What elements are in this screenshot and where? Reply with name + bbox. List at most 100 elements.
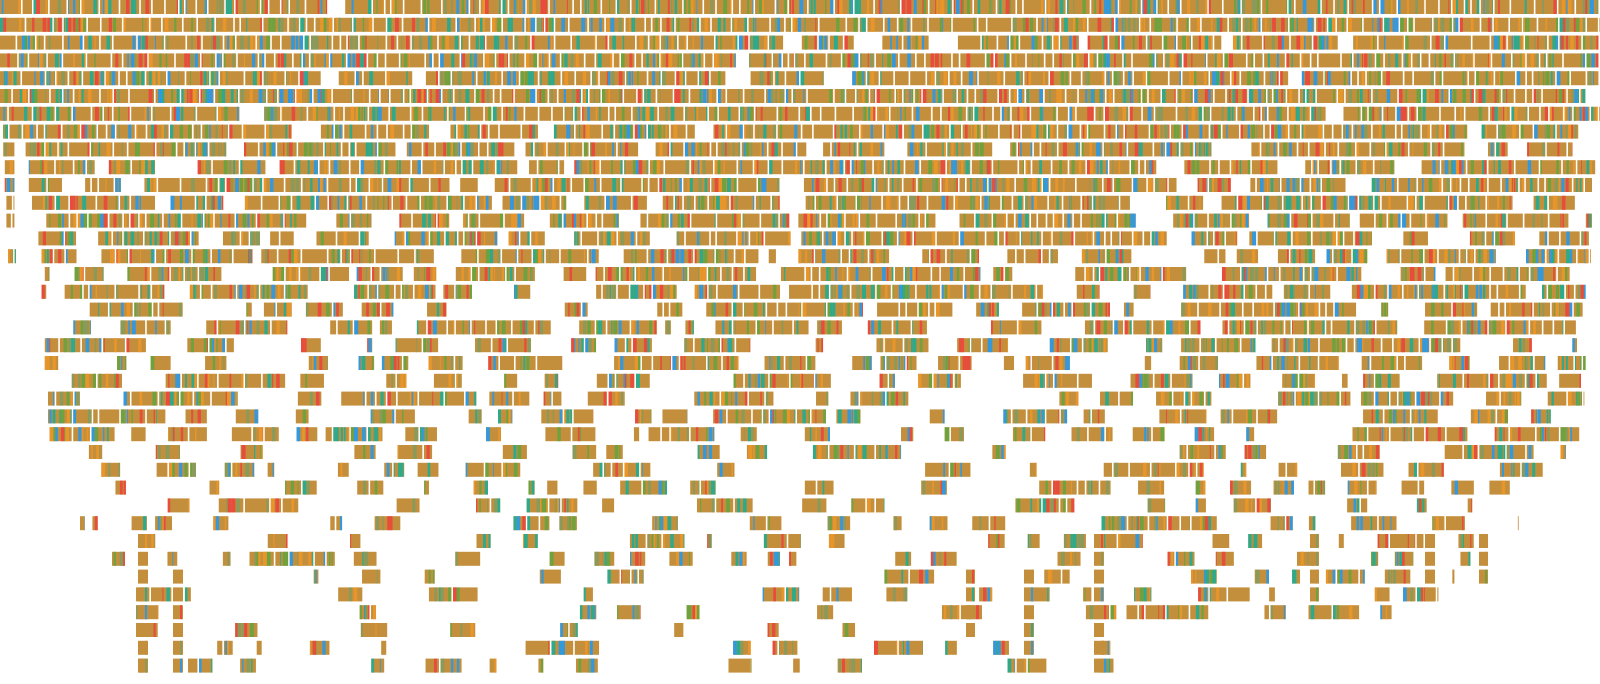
flame-frame-segment[interactable]: [803, 213, 808, 228]
flame-frame-segment[interactable]: [329, 142, 331, 157]
flame-frame-segment[interactable]: [1405, 89, 1408, 103]
flame-frame[interactable]: [1481, 124, 1497, 139]
flame-frame-segment[interactable]: [94, 35, 96, 50]
flame-frame-segment[interactable]: [1234, 89, 1236, 103]
flame-frame-segment[interactable]: [1450, 53, 1453, 68]
flame-frame-segment[interactable]: [37, 53, 40, 68]
flame-frame-segment[interactable]: [1249, 89, 1254, 103]
flame-frame[interactable]: [6, 213, 11, 228]
flame-frame-segment[interactable]: [326, 0, 328, 14]
flame-frame-segment[interactable]: [1085, 302, 1089, 317]
flame-frame-segment[interactable]: [475, 35, 479, 50]
flame-frame[interactable]: [345, 0, 372, 14]
flame-frame-segment[interactable]: [322, 89, 325, 103]
flame-frame-segment[interactable]: [1376, 178, 1380, 192]
flame-frame-segment[interactable]: [904, 106, 906, 121]
flame-frame-segment[interactable]: [1207, 71, 1209, 86]
flame-frame-segment[interactable]: [217, 195, 221, 210]
flame-frame-segment[interactable]: [41, 142, 45, 157]
flame-frame[interactable]: [286, 71, 299, 86]
flame-frame[interactable]: [153, 302, 158, 317]
flame-frame-segment[interactable]: [1368, 195, 1372, 210]
flame-frame[interactable]: [1481, 17, 1493, 32]
flame-frame-segment[interactable]: [557, 178, 561, 192]
flame-frame[interactable]: [690, 160, 713, 175]
flame-frame-segment[interactable]: [883, 249, 886, 264]
flame-frame[interactable]: [378, 53, 385, 68]
flame-frame-segment[interactable]: [423, 0, 427, 14]
flame-frame-segment[interactable]: [81, 89, 84, 103]
flame-frame-segment[interactable]: [1380, 160, 1382, 175]
flame-frame-segment[interactable]: [1235, 89, 1238, 103]
flame-frame-segment[interactable]: [1511, 106, 1515, 121]
flame-frame-segment[interactable]: [687, 178, 689, 192]
flame-frame-segment[interactable]: [1553, 124, 1556, 139]
flame-frame-segment[interactable]: [975, 195, 979, 210]
flame-frame[interactable]: [645, 17, 651, 32]
flame-frame-segment[interactable]: [1076, 142, 1079, 157]
flame-frame-segment[interactable]: [1232, 17, 1237, 32]
flame-frame[interactable]: [192, 249, 211, 264]
flame-frame-segment[interactable]: [775, 89, 778, 103]
flame-frame-segment[interactable]: [1315, 284, 1317, 299]
flame-frame-segment[interactable]: [945, 178, 949, 192]
flame-frame-segment[interactable]: [1048, 89, 1051, 103]
flame-frame[interactable]: [1421, 160, 1440, 175]
flame-frame[interactable]: [1221, 195, 1237, 210]
flame-frame-segment[interactable]: [61, 71, 65, 86]
flame-frame-segment[interactable]: [637, 71, 639, 86]
flame-frame[interactable]: [987, 17, 1012, 32]
flame-frame-segment[interactable]: [1073, 302, 1075, 317]
flame-frame-segment[interactable]: [89, 284, 92, 299]
flame-frame-segment[interactable]: [1542, 0, 1544, 14]
flame-frame-segment[interactable]: [404, 284, 409, 299]
flame-frame-segment[interactable]: [984, 35, 986, 50]
flame-frame-segment[interactable]: [726, 178, 731, 192]
flame-frame[interactable]: [708, 106, 718, 121]
flame-frame-segment[interactable]: [776, 178, 780, 192]
flame-frame-segment[interactable]: [385, 284, 390, 299]
flame-frame-segment[interactable]: [950, 124, 955, 139]
flame-frame-segment[interactable]: [786, 89, 789, 103]
flame-frame-segment[interactable]: [1033, 195, 1038, 210]
flame-frame-segment[interactable]: [1478, 195, 1480, 210]
flame-frame[interactable]: [1587, 17, 1598, 32]
flame-frame-segment[interactable]: [1141, 142, 1143, 157]
flame-frame[interactable]: [399, 249, 415, 264]
flame-frame-segment[interactable]: [986, 53, 990, 68]
flame-frame-segment[interactable]: [1374, 195, 1379, 210]
flame-frame-segment[interactable]: [843, 195, 846, 210]
flame-frame-segment[interactable]: [658, 284, 660, 299]
flame-frame-segment[interactable]: [1487, 195, 1490, 210]
flame-frame-segment[interactable]: [653, 106, 654, 121]
flame-frame[interactable]: [1494, 0, 1510, 14]
flame-frame-segment[interactable]: [911, 195, 916, 210]
flame-frame-segment[interactable]: [1174, 89, 1176, 103]
flame-frame-segment[interactable]: [167, 267, 170, 281]
flame-frame-segment[interactable]: [40, 160, 43, 175]
flame-frame-segment[interactable]: [41, 249, 45, 264]
flame-frame[interactable]: [240, 17, 262, 32]
flame-frame-segment[interactable]: [1363, 160, 1367, 175]
flame-frame-segment[interactable]: [936, 124, 940, 139]
flame-frame-segment[interactable]: [511, 213, 515, 228]
flame-frame-segment[interactable]: [1595, 53, 1599, 68]
flame-frame-segment[interactable]: [203, 71, 207, 86]
flame-frame-segment[interactable]: [1521, 53, 1526, 68]
flame-frame-segment[interactable]: [964, 160, 966, 175]
flame-frame-segment[interactable]: [312, 106, 317, 121]
flame-frame-segment[interactable]: [332, 106, 334, 121]
flame-frame-segment[interactable]: [187, 124, 191, 139]
flame-frame-segment[interactable]: [197, 213, 202, 228]
flame-frame-segment[interactable]: [515, 249, 517, 264]
flame-frame-segment[interactable]: [162, 284, 165, 299]
flame-frame-segment[interactable]: [1162, 267, 1165, 281]
flame-frame-segment[interactable]: [38, 35, 40, 50]
flame-frame[interactable]: [13, 195, 15, 210]
flame-frame-segment[interactable]: [1434, 17, 1439, 32]
flame-frame-segment[interactable]: [1549, 53, 1552, 68]
flame-frame-segment[interactable]: [153, 249, 155, 264]
flame-frame-segment[interactable]: [1073, 35, 1077, 50]
flame-frame-segment[interactable]: [1582, 53, 1585, 68]
flame-frame-segment[interactable]: [283, 302, 287, 317]
